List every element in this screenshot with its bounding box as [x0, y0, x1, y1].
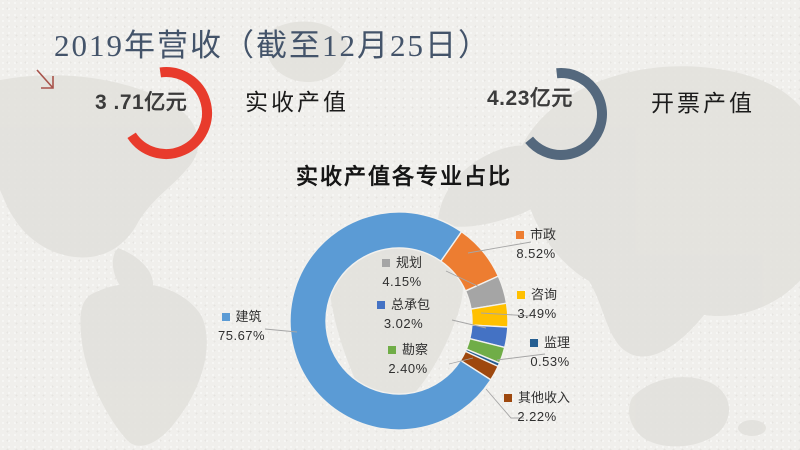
map-south-america [80, 283, 207, 446]
donut-chart [289, 211, 509, 431]
category-percent: 75.67% [218, 327, 266, 343]
legend-swatch [388, 346, 396, 355]
legend-swatch [221, 313, 230, 322]
category-name: 监理 [544, 335, 571, 350]
category-name: 总承包 [391, 297, 431, 312]
category-percent: 3.49% [517, 305, 557, 321]
category-percent: 3.02% [383, 315, 424, 331]
category-label-kancha: 勘察 2.40% [388, 341, 428, 379]
leader-lines [264, 241, 546, 419]
category-label-shizheng: 市政 8.52% [516, 226, 556, 264]
slide-title: 2019年营收（截至12月25日） [54, 28, 491, 63]
kpi-received-value: 3 .71亿元 [95, 91, 188, 114]
category-label-guihua: 规划 4.15% [382, 254, 422, 292]
kpi-invoiced-label: 开票产值 [651, 91, 755, 116]
kpi-progress-arcs [127, 67, 607, 160]
category-percent: 8.52% [516, 245, 556, 261]
legend-swatch [530, 339, 538, 348]
map-africa [327, 224, 463, 410]
category-percent: 4.15% [382, 273, 422, 289]
category-label-zixun: 咨询 3.49% [517, 286, 557, 324]
kpi-received-label: 实收产值 [245, 90, 349, 115]
category-label-jianli: 监理 0.53% [530, 334, 570, 372]
category-name: 咨询 [531, 287, 558, 302]
category-percent: 0.53% [530, 353, 570, 369]
category-name: 勘察 [402, 342, 429, 357]
donut-chart-title: 实收产值各专业占比 [296, 164, 513, 189]
kpi-arc [525, 68, 607, 160]
category-percent: 2.40% [388, 360, 428, 376]
category-label-zongchengbao: 总承包 3.02% [377, 296, 430, 334]
legend-swatch [504, 394, 512, 403]
category-label-jianzhu: 建筑 75.67% [218, 308, 265, 346]
category-name: 建筑 [235, 309, 262, 324]
category-name: 其他收入 [518, 390, 571, 405]
legend-swatch [377, 301, 385, 310]
map-north-america [0, 75, 199, 258]
kpi-invoiced-value: 4.23亿元 [487, 87, 573, 110]
legend-swatch [517, 291, 525, 300]
map-greenland [266, 21, 348, 83]
category-percent: 2.22% [517, 408, 557, 424]
category-label-qitashouru: 其他收入 2.22% [504, 389, 570, 427]
kpi-arc [127, 67, 212, 159]
category-name: 市政 [530, 227, 557, 242]
map-australia [629, 377, 730, 447]
donut-segment-建筑 [289, 211, 492, 431]
corner-arrow-icon [36, 69, 54, 89]
map-island [738, 420, 766, 436]
legend-swatch [516, 231, 524, 240]
legend-swatch [382, 259, 390, 268]
category-name: 规划 [396, 255, 423, 270]
